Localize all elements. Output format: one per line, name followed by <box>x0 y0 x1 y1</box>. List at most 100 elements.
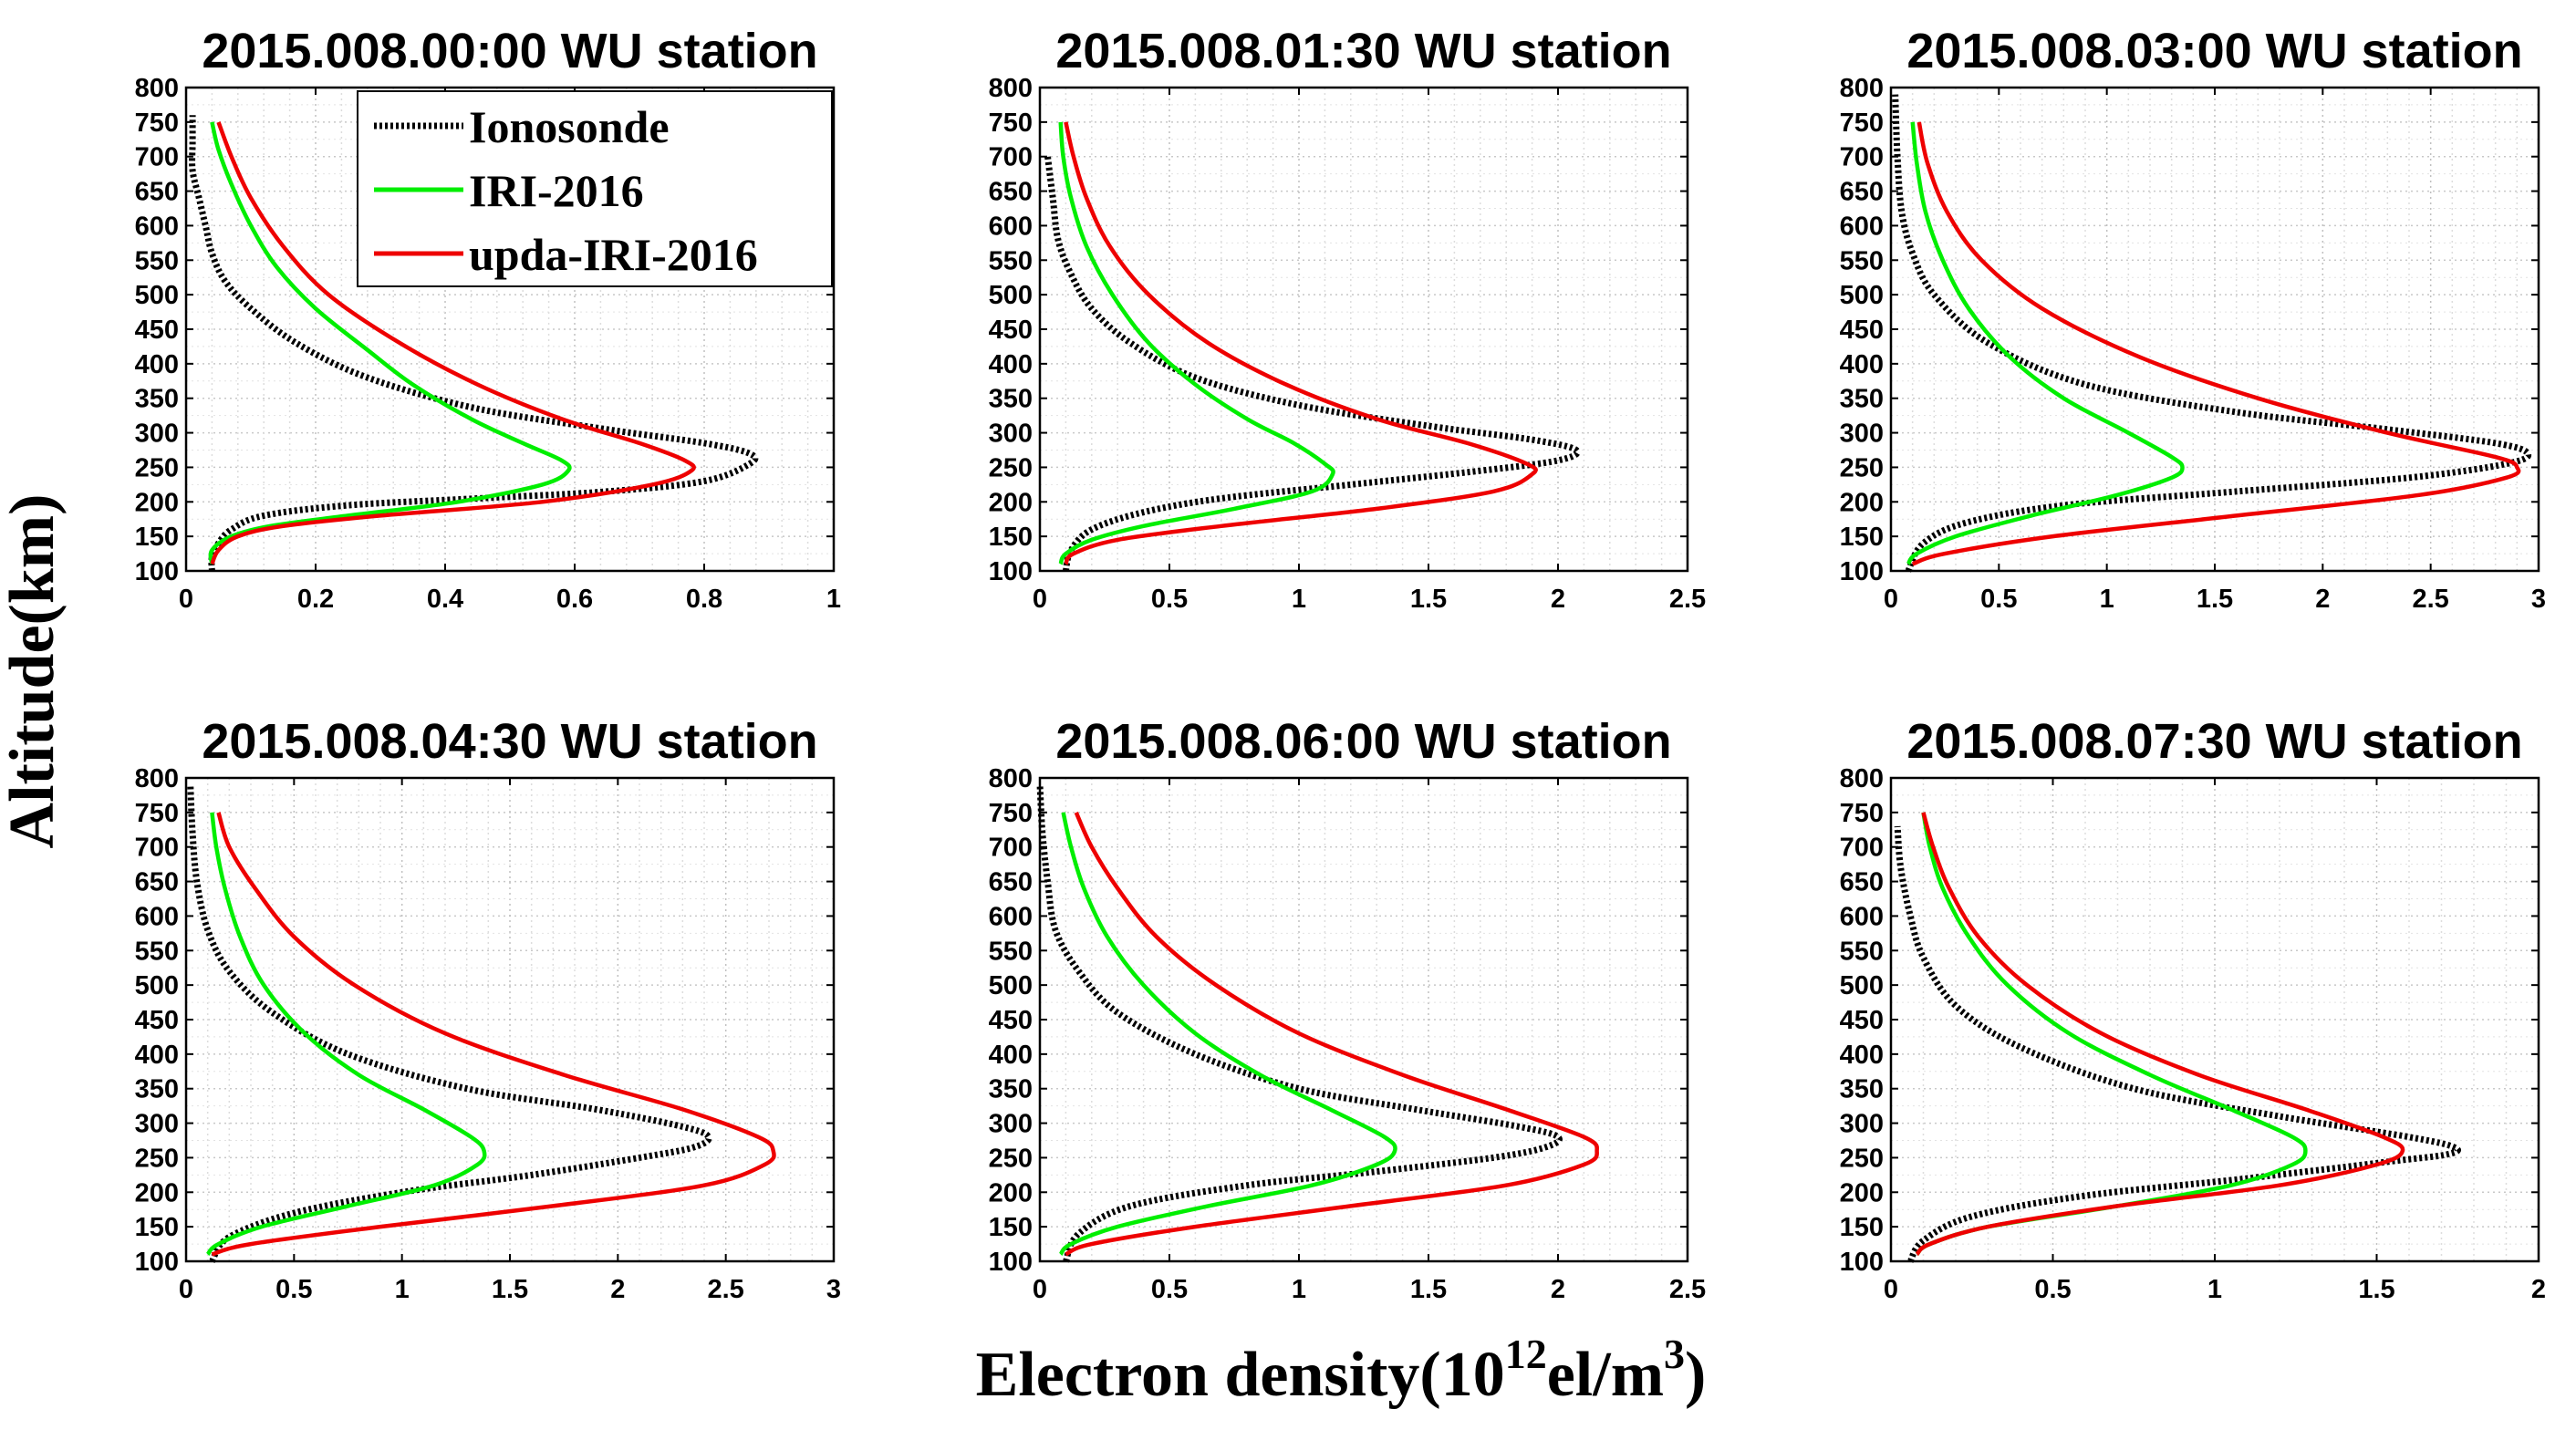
y-tick-label: 200 <box>1840 488 1884 517</box>
y-tick-label: 100 <box>989 1248 1033 1277</box>
x-axis-title-close: ) <box>1685 1340 1706 1410</box>
x-tick-label: 2.5 <box>1669 1275 1706 1304</box>
series-line-upda-iri2016 <box>1911 121 2521 566</box>
y-tick-label: 200 <box>135 488 179 517</box>
series-line-iri2016 <box>1906 121 2185 565</box>
panel-4: 2015.008.04:30 WU station 100 150 200 250 3 0 0… <box>135 714 841 1304</box>
panel-6: 2015.008.07:30 WU station 100 150 200 250 300… <box>1840 714 2546 1304</box>
y-tick-label: 350 <box>135 1075 179 1104</box>
y-tick-label: 200 <box>989 1178 1033 1207</box>
series-line-ionosonde <box>1894 825 2462 1263</box>
x-tick-label: 0.5 <box>2034 1275 2071 1304</box>
y-tick-label: 150 <box>135 523 179 552</box>
y-tick-label: 250 <box>989 453 1033 482</box>
x-axis-title-unit: el/m <box>1547 1340 1664 1410</box>
y-tick-label: 350 <box>1840 385 1884 414</box>
y-tick-label: 650 <box>135 868 179 897</box>
y-tick-label: 500 <box>135 281 179 310</box>
x-tick-label: 0 <box>179 1275 193 1304</box>
y-tick-label: 250 <box>1840 453 1884 482</box>
legend-ionosonde-label: Ionosonde <box>469 101 670 152</box>
panel-title: 2015.008.06:00 WU station <box>1055 714 1671 769</box>
y-tick-label: 650 <box>135 178 179 207</box>
y-tick-label: 750 <box>1840 109 1884 138</box>
y-tick-label: 250 <box>989 1144 1033 1173</box>
y-tick-label: 100 <box>135 1248 179 1277</box>
series-line-iri2016 <box>1058 121 1335 565</box>
x-tick-label: 1 <box>1292 585 1306 614</box>
y-tick-label: 250 <box>135 1144 179 1173</box>
y-tick-label: 650 <box>989 178 1033 207</box>
y-tick-label: 500 <box>989 281 1033 310</box>
y-tick-label: 450 <box>1840 1006 1884 1035</box>
x-tick-label: 0.5 <box>1151 585 1188 614</box>
x-tick-label: 0 <box>1033 585 1047 614</box>
y-tick-label: 700 <box>135 834 179 863</box>
y-tick-label: 450 <box>135 1006 179 1035</box>
series-line-iri2016 <box>1058 812 1397 1256</box>
y-tick-label: 400 <box>989 350 1033 379</box>
panel-title: 2015.008.01:30 WU station <box>1055 24 1671 78</box>
x-axis-title: Electron density(1012el/m3) <box>976 1331 1707 1410</box>
y-tick-label: 450 <box>989 316 1033 345</box>
y-tick-label: 750 <box>989 109 1033 138</box>
legend-upda-label: upda-IRI-2016 <box>469 229 758 280</box>
x-tick-label: 0.4 <box>427 585 463 614</box>
x-tick-label: 1.5 <box>492 1275 528 1304</box>
x-tick-label: 0.2 <box>297 585 334 614</box>
y-tick-label: 600 <box>135 212 179 241</box>
y-tick-label: 350 <box>989 1075 1033 1104</box>
x-tick-label: 1 <box>2207 1275 2222 1304</box>
x-tick-label: 2.5 <box>2413 585 2449 614</box>
y-tick-label: 750 <box>1840 799 1884 828</box>
legend: Ionosonde IRI-2016 upda-IRI-2016 <box>357 90 833 287</box>
y-tick-label: 700 <box>1840 143 1884 172</box>
y-tick-label: 550 <box>135 246 179 275</box>
y-tick-label: 700 <box>989 143 1033 172</box>
y-tick-label: 500 <box>989 971 1033 1000</box>
x-axis-title-exp: 12 <box>1505 1331 1547 1377</box>
y-tick-label: 400 <box>135 350 179 379</box>
x-tick-label: 2.5 <box>708 1275 744 1304</box>
x-tick-label: 0.5 <box>1151 1275 1188 1304</box>
x-tick-label: 0.5 <box>275 1275 312 1304</box>
y-tick-label: 300 <box>1840 420 1884 449</box>
x-tick-label: 1.5 <box>2197 585 2233 614</box>
x-tick-label: 3 <box>826 1275 841 1304</box>
y-tick-label: 800 <box>135 74 179 103</box>
y-tick-label: 600 <box>135 902 179 931</box>
grid <box>1039 777 1688 1262</box>
panel-5: 2015.008.06:00 WU station 100 150 200 250 300… <box>989 714 1707 1304</box>
y-tick-label: 550 <box>1840 937 1884 966</box>
series-line-ionosonde <box>1044 156 1581 572</box>
x-tick-label: 1.5 <box>1410 1275 1447 1304</box>
x-tick-label: 2 <box>2315 585 2330 614</box>
x-tick-label: 0 <box>179 585 193 614</box>
panel-title: 2015.008.07:30 WU station <box>1906 714 2522 769</box>
y-tick-label: 250 <box>135 453 179 482</box>
y-tick-label: 250 <box>1840 1144 1884 1173</box>
y-tick-label: 200 <box>1840 1178 1884 1207</box>
series-line-upda-iri2016 <box>1915 812 2405 1257</box>
x-tick-label: 2 <box>610 1275 625 1304</box>
y-tick-label: 150 <box>989 523 1033 552</box>
x-axis-title-main: Electron density(10 <box>976 1340 1505 1410</box>
y-tick-label: 150 <box>989 1213 1033 1242</box>
panel-3: 2015.008.03:00 WU station100150200250300… <box>1840 24 2546 614</box>
y-tick-label: 300 <box>135 420 179 449</box>
y-tick-label: 800 <box>1840 764 1884 793</box>
y-tick-label: 200 <box>135 1178 179 1207</box>
y-tick-label: 800 <box>989 764 1033 793</box>
y-tick-label: 100 <box>989 557 1033 586</box>
x-tick-label: 0.5 <box>1980 585 2017 614</box>
panel-title: 2015.008.04:30 WU station <box>202 714 817 769</box>
y-tick-label: 800 <box>1840 74 1884 103</box>
panel-title: 2015.008.03:00 WU station <box>1906 24 2522 78</box>
y-tick-label: 600 <box>1840 212 1884 241</box>
y-tick-label: 750 <box>989 799 1033 828</box>
y-tick-label: 150 <box>135 1213 179 1242</box>
x-tick-label: 0 <box>1884 585 1898 614</box>
x-tick-label: 2 <box>2531 1275 2546 1304</box>
y-tick-label: 100 <box>1840 557 1884 586</box>
